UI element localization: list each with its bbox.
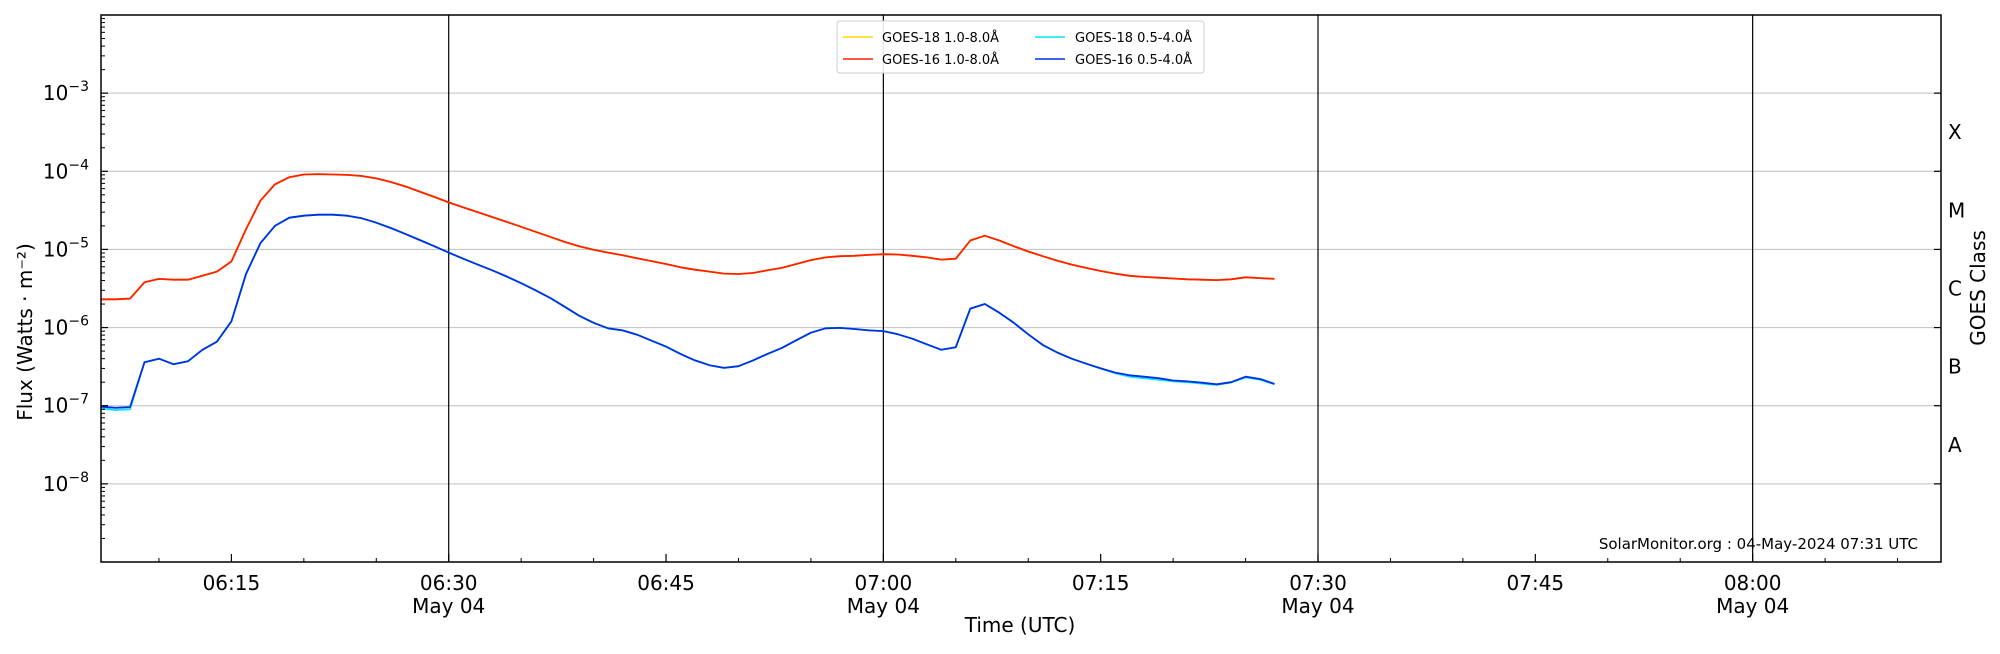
x-tick-label: 07:15 <box>1072 571 1130 595</box>
y-tick-exponent: −3 <box>68 79 89 95</box>
legend-label-goes18-long: GOES-18 1.0-8.0Å <box>882 30 999 46</box>
series-layer <box>100 173 1275 412</box>
x-tick-label: 07:30 <box>1289 571 1347 595</box>
y-tick-exponent: −8 <box>68 470 89 486</box>
x-tick-date-label: May 04 <box>412 594 485 618</box>
y-tick-base: 10 <box>43 316 68 340</box>
x-tick-label: 06:30 <box>420 571 478 595</box>
x-axis-label: Time (UTC) <box>964 613 1076 637</box>
legend-label-goes16-short: GOES-16 0.5-4.0Å <box>1075 52 1192 68</box>
y-tick-base: 10 <box>43 394 68 418</box>
legend-label-goes16-long: GOES-16 1.0-8.0Å <box>882 52 999 68</box>
y-tick-label: 10−3 <box>43 79 89 105</box>
y-tick-exponent: −5 <box>68 235 89 251</box>
y-tick-label: 10−7 <box>43 392 89 418</box>
grid-layer <box>101 92 1941 485</box>
y-tick-base: 10 <box>43 472 68 496</box>
goes-class-axis-label: GOES Class <box>1966 230 1990 346</box>
y-tick-label: 10−6 <box>43 314 89 340</box>
goes-class-label: B <box>1948 355 1962 379</box>
y-tick-label: 10−8 <box>43 470 89 496</box>
x-tick-date-label: May 04 <box>847 594 920 618</box>
x-tick-date-label: May 04 <box>1281 594 1354 618</box>
y-tick-exponent: −6 <box>68 314 89 330</box>
x-tick-label: 06:45 <box>637 571 695 595</box>
y-tick-label: 10−4 <box>43 157 89 183</box>
goes-class-label: A <box>1948 433 1962 457</box>
series-line-2 <box>100 213 1275 412</box>
x-tick-label: 06:15 <box>203 571 261 595</box>
plot-frame <box>100 14 1942 563</box>
day-boundary-lines <box>448 15 1754 562</box>
legend-box <box>836 20 1205 74</box>
x-tick-date-label: May 04 <box>1716 594 1789 618</box>
y-tick-base: 10 <box>43 237 68 261</box>
series-line-1 <box>101 173 1275 301</box>
goes-class-label: X <box>1948 120 1962 144</box>
goes-class-label: C <box>1948 277 1962 301</box>
x-tick-label: 07:45 <box>1507 571 1565 595</box>
legend: GOES-18 1.0-8.0Å GOES-16 1.0-8.0Å GOES-1… <box>836 20 1205 74</box>
x-tick-label: 07:00 <box>855 571 913 595</box>
y-tick-label: 10−5 <box>43 235 89 261</box>
y-tick-base: 10 <box>43 81 68 105</box>
credit-text: SolarMonitor.org : 04-May-2024 07:31 UTC <box>1599 535 1918 553</box>
x-tick-label: 08:00 <box>1724 571 1782 595</box>
legend-label-goes18-short: GOES-18 0.5-4.0Å <box>1075 30 1192 46</box>
series-line-0 <box>101 173 1275 301</box>
series-line-3 <box>100 213 1275 409</box>
goes-class-label: M <box>1948 198 1965 222</box>
y-axis-label: Flux (Watts · m⁻²) <box>13 243 37 421</box>
y-tick-base: 10 <box>43 159 68 183</box>
y-tick-exponent: −7 <box>68 392 89 408</box>
y-tick-exponent: −4 <box>68 157 89 173</box>
